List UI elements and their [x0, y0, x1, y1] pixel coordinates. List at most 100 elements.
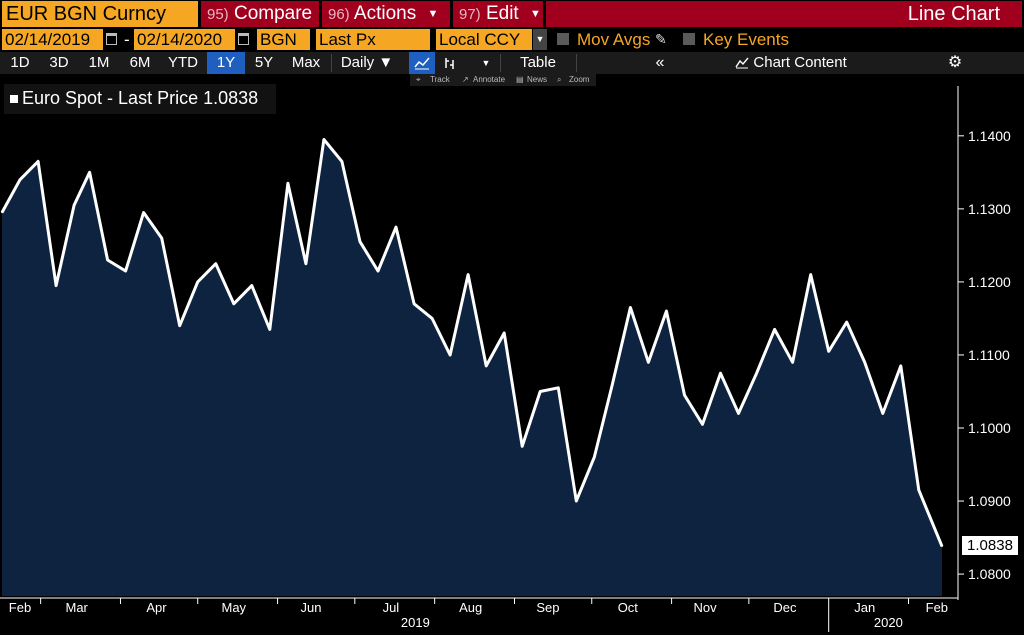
x-tick-label: Jul — [383, 600, 400, 615]
data-point — [665, 310, 668, 312]
chart-content-icon — [735, 57, 749, 69]
data-point — [701, 423, 704, 426]
calendar-icon[interactable] — [106, 33, 117, 45]
data-point — [55, 284, 57, 287]
data-point — [918, 489, 920, 491]
period-6m[interactable]: 6M — [129, 54, 151, 71]
data-point — [413, 303, 415, 305]
legend-swatch — [10, 95, 18, 104]
data-point — [449, 354, 451, 356]
chevron-down-icon[interactable]: ▼ — [533, 29, 547, 50]
news-tool[interactable]: News — [527, 75, 548, 84]
price-chart[interactable]: 1.1400 1.1300 1.1200 1.1100 1.1000 1.0900 1.08… — [0, 86, 1024, 635]
edit-shortcut: 97) — [459, 6, 481, 24]
data-point — [19, 178, 21, 181]
annotate-tool[interactable]: Annotate — [473, 75, 506, 84]
x-year-label: 2019 — [401, 615, 430, 630]
period-max[interactable]: Max — [291, 54, 321, 71]
pencil-icon[interactable]: ✎ — [655, 31, 667, 47]
currency-selector[interactable]: Local CCY — [436, 29, 532, 50]
actions-label: Actions — [353, 3, 417, 25]
chevron-down-icon[interactable]: ▼ — [481, 58, 491, 68]
y-tick-label: 1.1200 — [968, 274, 1011, 290]
chart-type-title: Line Chart — [907, 3, 1000, 25]
end-date-field[interactable]: 02/14/2020 — [134, 29, 235, 50]
actions-shortcut: 96) — [328, 6, 350, 24]
data-point — [773, 328, 776, 331]
annotate-icon[interactable]: ↗ — [462, 75, 469, 84]
x-tick-label: Nov — [694, 600, 718, 615]
start-date-field[interactable]: 02/14/2019 — [2, 29, 103, 50]
y-tick-label: 1.1400 — [968, 128, 1011, 144]
data-point — [611, 383, 614, 386]
price-area-fill — [2, 139, 942, 596]
title-bar: EUR BGN Curncy 95) Compare 96) Actions ▼… — [0, 0, 1024, 28]
data-point — [809, 273, 812, 276]
track-icon[interactable]: ⌖ — [416, 75, 421, 84]
data-point — [142, 211, 145, 214]
frequency-label: Daily — [340, 54, 375, 71]
period-1y[interactable]: 1Y — [207, 52, 245, 74]
toolbar-divider — [576, 54, 577, 72]
data-point — [160, 237, 163, 239]
data-point — [593, 456, 596, 459]
data-point — [1, 211, 3, 214]
caret-down-icon: ▼ — [530, 8, 541, 20]
data-point — [629, 306, 632, 309]
pricing-source-field[interactable]: BGN — [257, 29, 310, 50]
period-3d[interactable]: 3D — [49, 54, 69, 71]
period-5y[interactable]: 5Y — [254, 54, 274, 71]
chart-content-label: Chart Content — [753, 54, 847, 71]
data-point — [521, 445, 523, 448]
line-chart-icon[interactable] — [409, 52, 435, 74]
data-point — [359, 240, 361, 243]
ticker-field[interactable]: EUR BGN Curncy — [2, 1, 198, 27]
period-toolbar: 1D 3D 1M 6M YTD 1Y 5Y Max Daily ▼ ▼ Tabl… — [0, 52, 1024, 74]
key-events-checkbox[interactable] — [683, 33, 695, 45]
x-tick-label: Oct — [618, 600, 639, 615]
mov-avgs-checkbox[interactable] — [557, 33, 569, 45]
data-point — [485, 365, 488, 367]
caret-down-icon: ▼ — [378, 54, 394, 71]
chart-tools-bar: ⌖ Track ↗ Annotate ▤ News ⌕ Zoom — [410, 74, 596, 86]
gear-icon[interactable]: ⚙ — [947, 54, 963, 71]
compare-label: Compare — [233, 3, 313, 24]
data-point — [683, 394, 686, 396]
zoom-tool[interactable]: Zoom — [569, 75, 590, 84]
data-point — [215, 262, 217, 265]
calendar-icon[interactable] — [238, 33, 249, 45]
key-events-label: Key Events — [703, 30, 789, 49]
x-tick-label: Sep — [536, 600, 559, 615]
table-button[interactable]: Table — [520, 54, 556, 71]
frequency-selector[interactable]: Daily ▼ — [334, 52, 400, 74]
data-point — [196, 281, 199, 283]
data-point — [719, 372, 722, 375]
y-tick-label: 1.0800 — [968, 566, 1011, 582]
period-ytd[interactable]: YTD — [168, 54, 198, 71]
data-point — [900, 365, 902, 367]
field-selector[interactable]: Last Px — [316, 29, 430, 50]
data-point — [37, 160, 39, 163]
period-1d[interactable]: 1D — [10, 54, 30, 71]
actions-button[interactable]: 96) Actions ▼ — [322, 1, 450, 27]
chart-content-button[interactable]: Chart Content — [726, 52, 856, 74]
last-price-tag: 1.0838 — [962, 536, 1018, 556]
track-tool[interactable]: Track — [430, 75, 450, 84]
data-point — [539, 390, 541, 393]
news-icon[interactable]: ▤ — [516, 75, 524, 84]
date-range-dash: - — [124, 30, 130, 49]
data-point — [251, 284, 253, 287]
collapse-left-icon[interactable]: « — [655, 54, 665, 71]
x-tick-label: Apr — [146, 600, 167, 615]
x-year-label: 2020 — [874, 615, 903, 630]
data-point — [395, 226, 397, 228]
edit-button[interactable]: 97) Edit ▼ — [453, 1, 543, 27]
data-point — [941, 545, 943, 548]
compare-shortcut: 95) — [207, 6, 229, 23]
zoom-icon[interactable]: ⌕ — [557, 75, 562, 84]
period-1m[interactable]: 1M — [88, 54, 110, 71]
chart-legend[interactable]: Euro Spot - Last Price 1.0838 — [4, 84, 276, 114]
bar-chart-icon[interactable] — [437, 52, 463, 74]
data-point — [882, 412, 884, 415]
compare-button[interactable]: 95) Compare — [201, 1, 319, 27]
